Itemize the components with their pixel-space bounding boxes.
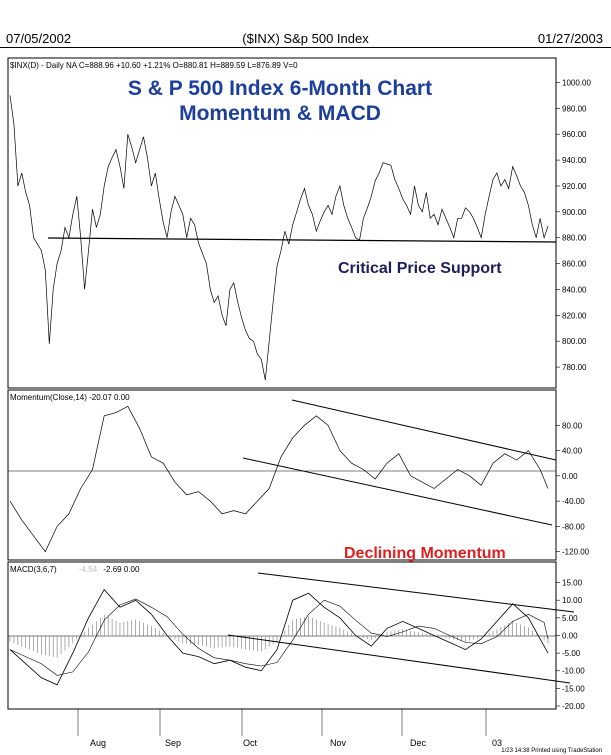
price-panel-info: $INX(D) - Daily NA C=888.96 +10.60 +1.21… xyxy=(10,61,298,70)
momentum-y-tick-label: -40.00 xyxy=(562,497,585,506)
macd-y-tick-label: -5.00 xyxy=(562,649,581,658)
price-y-tick-label: 880.00 xyxy=(562,234,587,243)
macd-y-tick-label: -20.00 xyxy=(562,702,585,711)
macd-info-prefix: MACD(3,6,7) xyxy=(10,565,57,574)
momentum-y-tick-label: 80.00 xyxy=(562,421,583,430)
price-y-tick-label: 780.00 xyxy=(562,363,587,372)
macd-signal-line xyxy=(9,598,549,676)
price-y-tick-label: 1000.00 xyxy=(562,78,591,87)
macd-lower-trendline xyxy=(227,634,571,684)
macd-panel-info: MACD(3,6,7) -4.54 -2.69 0.00 xyxy=(10,565,140,574)
momentum-y-tick-label: 0.00 xyxy=(562,472,578,481)
price-y-tick-label: 800.00 xyxy=(562,337,587,346)
annotation-declining-momentum: Declining Momentum xyxy=(344,545,506,562)
macd-y-tick-label: 0.00 xyxy=(562,631,578,640)
macd-info-faint: -4.54 xyxy=(79,565,98,574)
annotation-title-line1: S & P 500 Index 6-Month Chart xyxy=(128,77,432,100)
annotation-critical-support: Critical Price Support xyxy=(338,260,502,277)
price-y-tick-label: 900.00 xyxy=(562,208,587,217)
macd-y-tick-label: -10.00 xyxy=(562,667,585,676)
price-y-tick-label: 940.00 xyxy=(562,156,587,165)
end-date: 01/27/2003 xyxy=(537,31,603,46)
x-label-03: 03 xyxy=(492,738,502,748)
macd-info-rest: -2.69 0.00 xyxy=(103,565,140,574)
macd-y-tick-label: 10.00 xyxy=(562,596,583,605)
start-date: 07/05/2002 xyxy=(6,31,72,46)
x-label-nov: Nov xyxy=(330,738,347,748)
momentum-panel-info: Momentum(Close,14) -20.07 0.00 xyxy=(10,393,130,402)
macd-series-line xyxy=(9,588,549,686)
macd-upper-trendline xyxy=(257,572,575,613)
price-y-tick-label: 820.00 xyxy=(562,311,587,320)
support-trendline xyxy=(47,237,557,243)
price-y-tick-label: 840.00 xyxy=(562,285,587,294)
symbol-title: ($INX) S&p 500 Index xyxy=(242,31,369,46)
macd-y-tick-label: -15.00 xyxy=(562,684,585,693)
macd-y-tick-label: 15.00 xyxy=(562,579,583,588)
momentum-y-tick-label: -80.00 xyxy=(562,522,585,531)
x-label-oct: Oct xyxy=(243,738,258,748)
momentum-y-tick-label: 40.00 xyxy=(562,447,583,456)
macd-y-tick-label: 5.00 xyxy=(562,614,578,623)
macd-histogram xyxy=(9,614,549,658)
print-footer: 1/23 14:38 Printed using TradeStation xyxy=(501,748,602,754)
price-y-tick-label: 980.00 xyxy=(562,104,587,113)
x-label-dec: Dec xyxy=(410,738,427,748)
momentum-lower-trendline xyxy=(242,457,553,526)
chart-header: 07/05/2002 ($INX) S&p 500 Index 01/27/20… xyxy=(0,0,611,48)
momentum-panel-frame xyxy=(7,389,557,561)
annotation-title-line2: Momentum & MACD xyxy=(179,102,381,125)
macd-y-axis: 15.00 10.00 5.00 0.00 -5.00 -10.00 -15.00 -20.0… xyxy=(556,579,585,711)
price-y-tick-label: 860.00 xyxy=(562,260,587,269)
x-label-sep: Sep xyxy=(165,738,181,748)
x-axis: Aug Sep Oct Nov Dec 03 xyxy=(77,709,502,748)
momentum-y-axis: 80.00 40.00 0.00 -40.00 -80.00 -120.00 xyxy=(556,421,590,557)
price-y-axis: 1000.00 980.00 960.00 940.00 920.00 900.00 880… xyxy=(556,78,591,372)
price-panel-frame xyxy=(7,57,557,389)
momentum-series-line xyxy=(9,405,549,553)
price-y-tick-label: 960.00 xyxy=(562,130,587,139)
macd-panel-frame xyxy=(7,561,557,710)
price-y-tick-label: 920.00 xyxy=(562,182,587,191)
header-divider xyxy=(0,47,611,48)
x-label-aug: Aug xyxy=(90,738,106,748)
price-series-line xyxy=(9,95,549,381)
momentum-upper-trendline xyxy=(291,399,557,461)
momentum-y-tick-label: -120.00 xyxy=(562,548,590,557)
